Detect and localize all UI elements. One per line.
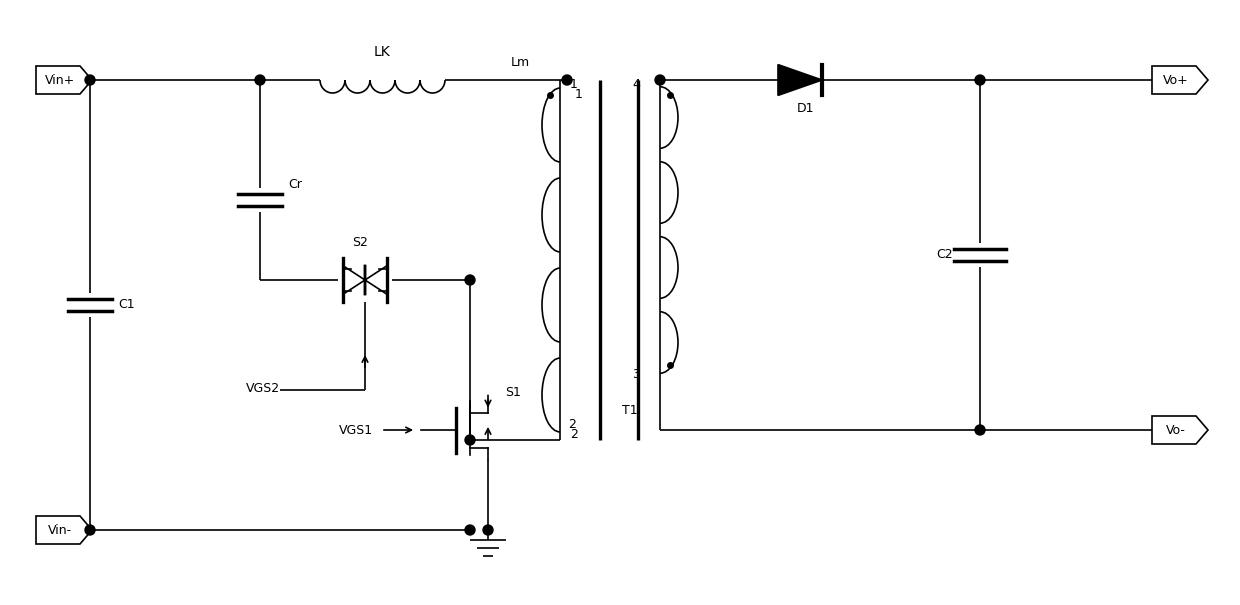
Circle shape <box>465 435 475 445</box>
Circle shape <box>86 525 95 535</box>
Circle shape <box>975 75 985 85</box>
Text: 2: 2 <box>568 419 575 431</box>
Text: D1: D1 <box>796 102 813 114</box>
Circle shape <box>562 75 572 85</box>
Circle shape <box>86 75 95 85</box>
Circle shape <box>465 525 475 535</box>
Text: Vo-: Vo- <box>1166 424 1185 436</box>
Text: 1: 1 <box>575 88 583 102</box>
Text: T1: T1 <box>622 404 637 416</box>
Text: C2: C2 <box>936 249 954 261</box>
Text: S2: S2 <box>352 237 368 249</box>
Text: VGS1: VGS1 <box>339 424 373 436</box>
Text: 3: 3 <box>632 368 640 382</box>
Text: LK: LK <box>373 45 391 59</box>
Circle shape <box>975 425 985 435</box>
Text: Vin+: Vin+ <box>45 73 76 87</box>
Circle shape <box>655 75 665 85</box>
Text: S1: S1 <box>505 387 521 399</box>
Text: Cr: Cr <box>288 178 301 192</box>
Text: Lm: Lm <box>511 56 529 68</box>
Text: Vin-: Vin- <box>48 523 72 537</box>
Text: 1: 1 <box>570 79 578 91</box>
Circle shape <box>465 275 475 285</box>
Circle shape <box>255 75 265 85</box>
Text: VGS2: VGS2 <box>246 382 280 394</box>
Text: 4: 4 <box>632 79 640 91</box>
Text: 2: 2 <box>570 428 578 442</box>
Text: C1: C1 <box>118 298 135 312</box>
Circle shape <box>484 525 494 535</box>
Polygon shape <box>777 65 822 96</box>
Text: Vo+: Vo+ <box>1163 73 1189 87</box>
